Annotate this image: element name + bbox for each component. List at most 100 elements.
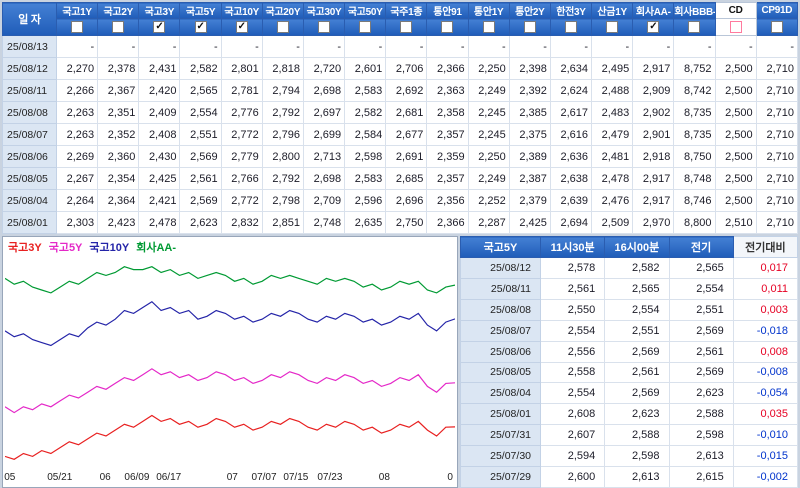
value-cell-ktb-50y: 2,635	[344, 211, 387, 234]
table-row: 25/08/04 2,264 2,364 2,421 2,569 2,772 2,798 2,…	[2, 189, 799, 212]
column-checkbox-cell-ktb-2y	[97, 18, 140, 36]
detail-value-prev: 2,613	[668, 445, 734, 468]
value-cell-msb-91: 2,366	[426, 211, 469, 234]
column-header-ktb-20y[interactable]: 국고20Y	[261, 2, 304, 19]
value-cell-ktb-1y: 2,269	[55, 145, 99, 168]
column-header-msb-91[interactable]: 통안91	[426, 2, 469, 19]
checkbox-ktb-30y[interactable]	[318, 21, 331, 33]
value-cell-ktb-50y: 2,583	[344, 167, 387, 190]
value-cell-nhb-1: 2,692	[385, 79, 428, 102]
checkbox-ktb-5y[interactable]: ✓	[194, 21, 207, 33]
value-cell-corp-aa: 2,909	[632, 79, 675, 102]
detail-header-prev[interactable]: 전기	[668, 236, 734, 258]
value-cell-cp-91d: 2,710	[755, 145, 799, 168]
detail-header-change[interactable]: 전기대비	[732, 236, 799, 258]
checkbox-ktb-3y[interactable]: ✓	[153, 21, 166, 33]
detail-header-series[interactable]: 국고5Y	[460, 236, 541, 258]
value-cell-msb-91: -	[426, 35, 469, 58]
column-header-kdb-1y[interactable]: 산금1Y	[591, 2, 634, 19]
checkbox-ktb-10y[interactable]: ✓	[235, 21, 248, 33]
column-header-ktb-10y[interactable]: 국고10Y	[220, 2, 263, 19]
value-cell-cp-91d: 2,710	[755, 167, 799, 190]
value-cell-ktb-5y: 2,565	[179, 79, 222, 102]
detail-change-cell: 0,011	[732, 277, 799, 300]
detail-header-time-1130[interactable]: 11시30분	[539, 236, 606, 258]
checkbox-cp-91d[interactable]	[770, 21, 783, 33]
value-cell-msb-1y: 2,252	[467, 189, 510, 212]
checkbox-ktb-20y[interactable]	[276, 21, 289, 33]
checkbox-kepco-3y[interactable]	[564, 21, 577, 33]
column-checkbox-cell-corp-aa: ✓	[632, 18, 675, 36]
value-cell-ktb-3y: 2,431	[138, 57, 181, 80]
value-cell-msb-91: 2,366	[426, 57, 469, 80]
x-tick-label: 05/21	[47, 472, 73, 483]
value-cell-ktb-3y: 2,408	[138, 123, 181, 146]
value-cell-corp-aa: 2,917	[632, 189, 675, 212]
value-cell-kdb-1y: 2,483	[591, 101, 634, 124]
checkbox-ktb-2y[interactable]	[112, 21, 125, 33]
value-cell-msb-1y: 2,250	[467, 57, 510, 80]
value-cell-nhb-1: 2,691	[385, 145, 428, 168]
checkbox-cd[interactable]	[729, 21, 742, 33]
table-row: 25/08/07 2,263 2,352 2,408 2,551 2,772 2,796 2,…	[2, 123, 799, 146]
detail-value-prev: 2,623	[668, 382, 734, 405]
checkbox-ktb-50y[interactable]	[359, 21, 372, 33]
checkbox-nhb-1[interactable]	[400, 21, 413, 33]
value-cell-corp-bbb: 8,748	[673, 167, 716, 190]
legend-item-ktb-5y: 국고5Y	[48, 242, 83, 254]
column-header-ktb-2y[interactable]: 국고2Y	[97, 2, 140, 19]
value-cell-ktb-1y: 2,263	[55, 123, 99, 146]
detail-value-prev: 2,598	[668, 424, 734, 447]
value-cell-ktb-10y: 2,832	[220, 211, 263, 234]
column-header-msb-2y[interactable]: 통안2Y	[508, 2, 551, 19]
date-cell: 25/08/05	[2, 167, 57, 190]
checkbox-corp-aa[interactable]: ✓	[647, 21, 660, 33]
checkbox-kdb-1y[interactable]	[606, 21, 619, 33]
value-cell-msb-91: 2,363	[426, 79, 469, 102]
detail-value-time-1600: 2,588	[604, 424, 670, 447]
detail-date-cell: 25/07/31	[460, 424, 541, 447]
column-header-ktb-30y[interactable]: 국고30Y	[302, 2, 346, 19]
value-cell-ktb-50y: 2,582	[344, 101, 387, 124]
detail-value-time-1130: 2,550	[539, 298, 606, 321]
checkbox-ktb-1y[interactable]	[71, 21, 84, 33]
value-cell-ktb-5y: -	[179, 35, 222, 58]
column-header-cp-91d[interactable]: CP91D	[755, 2, 799, 19]
table-row: 25/08/06 2,269 2,360 2,430 2,569 2,779 2,800 2,…	[2, 145, 799, 168]
value-cell-ktb-2y: 2,352	[97, 123, 140, 146]
value-cell-corp-bbb: 8,752	[673, 57, 716, 80]
checkbox-msb-1y[interactable]	[482, 21, 495, 33]
column-header-corp-bbb[interactable]: 회사BBB-	[673, 2, 716, 19]
legend-item-ktb-3y: 국고3Y	[8, 242, 42, 254]
column-header-corp-aa[interactable]: 회사AA-	[632, 2, 675, 19]
value-cell-cd: 2,500	[714, 189, 757, 212]
value-cell-ktb-10y: 2,779	[220, 145, 263, 168]
value-cell-msb-2y: 2,389	[508, 145, 551, 168]
header-label-row: 일 자 국고1Y 국고2Y 국고3Y 국고5Y 국고10Y 국고20Y 국고30Y 국고50Y…	[2, 2, 799, 36]
value-cell-ktb-10y: 2,772	[220, 123, 263, 146]
column-header-kepco-3y[interactable]: 한전3Y	[549, 2, 593, 19]
column-header-ktb-1y[interactable]: 국고1Y	[55, 2, 99, 19]
column-header-ktb-3y[interactable]: 국고3Y	[138, 2, 181, 19]
detail-value-time-1600: 2,565	[604, 277, 670, 300]
value-cell-ktb-10y: 2,766	[220, 167, 263, 190]
column-header-ktb-50y[interactable]: 국고50Y	[344, 2, 387, 19]
value-cell-msb-91: 2,358	[426, 101, 469, 124]
value-cell-kepco-3y: 2,624	[549, 79, 593, 102]
column-checkbox-cell-corp-bbb	[673, 18, 716, 36]
yield-chart-panel: 국고3Y 국고5Y 국고10Y 회사AA- 05 05/21 06 06/09 06/17 07…	[2, 236, 458, 488]
value-cell-msb-1y: 2,250	[467, 145, 510, 168]
column-checkbox-cell-ktb-1y	[55, 18, 99, 36]
checkbox-msb-2y[interactable]	[523, 21, 536, 33]
value-cell-cp-91d: 2,710	[755, 189, 799, 212]
checkbox-msb-91[interactable]	[441, 21, 454, 33]
detail-value-time-1130: 2,554	[539, 319, 606, 342]
detail-header-time-1600[interactable]: 16시00분	[604, 236, 670, 258]
column-header-msb-1y[interactable]: 통안1Y	[467, 2, 510, 19]
checkbox-corp-bbb[interactable]	[688, 21, 701, 33]
value-cell-ktb-2y: 2,364	[97, 189, 140, 212]
column-header-nhb-1[interactable]: 국주1종	[385, 2, 428, 19]
column-header-cd[interactable]: CD	[714, 2, 757, 19]
yield-line-chart	[5, 266, 455, 460]
column-header-ktb-5y[interactable]: 국고5Y	[179, 2, 222, 19]
